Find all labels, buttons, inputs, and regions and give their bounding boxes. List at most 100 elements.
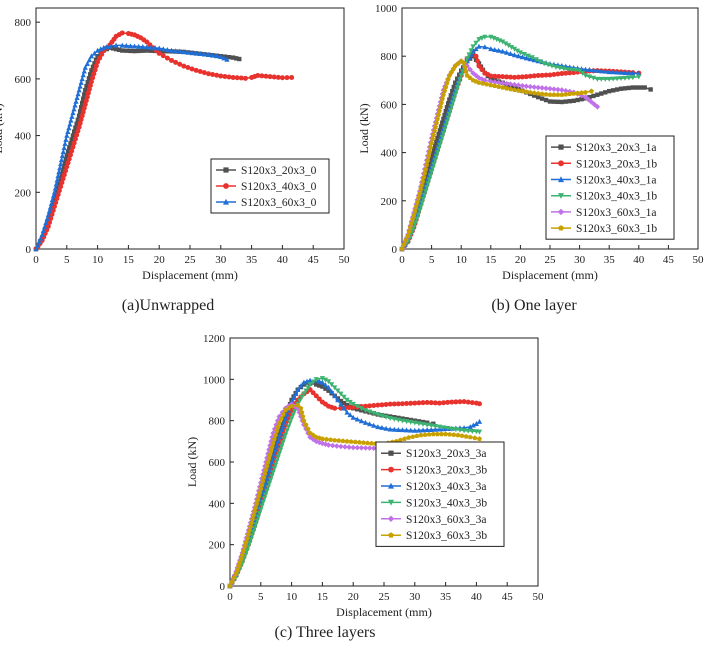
data-point xyxy=(414,433,420,439)
data-point xyxy=(369,440,375,446)
data-point xyxy=(256,484,263,490)
chart-unwrapped: 0 5 10 15 20 25 30 35 40 45 50 0 200 400 600 800 Displac… xyxy=(0,7,350,282)
data-point xyxy=(416,421,422,427)
data-point xyxy=(565,67,571,73)
data-point xyxy=(439,134,445,140)
data-point xyxy=(480,80,486,86)
data-point xyxy=(421,174,427,180)
data-point xyxy=(436,146,442,152)
data-point xyxy=(527,73,533,79)
x-axis-label: Displacement (mm) xyxy=(336,605,432,619)
chart-panel-one-layer: 0 5 10 15 20 25 30 35 40 45 50 0 200 400 600 800 1000 Dis… xyxy=(354,0,708,322)
data-point xyxy=(342,444,348,450)
data-point xyxy=(387,426,393,432)
data-point xyxy=(68,141,73,146)
data-point xyxy=(476,37,482,43)
y-tick-label: 200 xyxy=(209,540,226,552)
data-point xyxy=(453,399,459,405)
data-point xyxy=(383,425,389,431)
data-point xyxy=(71,129,77,134)
data-point xyxy=(418,204,424,210)
data-point xyxy=(258,479,264,486)
data-point xyxy=(488,46,494,52)
y-tick-label: 200 xyxy=(15,187,32,199)
series-S120x3_40x3_3b xyxy=(227,376,483,589)
data-point xyxy=(445,399,451,405)
data-point xyxy=(53,181,59,187)
x-tick-label: 40 xyxy=(277,254,289,266)
data-point xyxy=(67,145,72,150)
data-point xyxy=(255,497,261,503)
data-point xyxy=(310,379,316,385)
data-point xyxy=(402,436,408,441)
data-point xyxy=(255,514,261,520)
data-point xyxy=(465,399,471,405)
data-point xyxy=(268,477,274,483)
data-point xyxy=(428,400,434,406)
data-point xyxy=(268,448,274,454)
data-point xyxy=(299,409,305,415)
x-tick-label: 5 xyxy=(258,591,264,603)
data-point xyxy=(245,544,252,550)
data-point xyxy=(408,427,414,433)
legend-label: S120x3_40x3_3b xyxy=(406,497,487,509)
data-point xyxy=(285,424,292,430)
data-point xyxy=(316,378,322,384)
data-point xyxy=(51,189,58,195)
data-point xyxy=(614,69,620,75)
data-point xyxy=(124,48,129,53)
data-point xyxy=(460,69,466,75)
data-point xyxy=(322,382,329,388)
data-point xyxy=(451,432,457,437)
data-point xyxy=(410,216,416,222)
y-tick-label: 800 xyxy=(15,17,32,29)
x-tick-label: 35 xyxy=(246,254,258,266)
data-point xyxy=(441,400,447,406)
data-point xyxy=(164,55,170,61)
data-point xyxy=(531,57,537,63)
data-point xyxy=(55,173,61,179)
data-point xyxy=(607,88,612,94)
data-point xyxy=(79,113,85,119)
data-point xyxy=(70,133,76,138)
data-point xyxy=(422,170,428,176)
data-point xyxy=(370,445,377,452)
data-point xyxy=(433,154,439,160)
x-tick-label: 25 xyxy=(379,591,391,603)
data-point xyxy=(344,438,350,444)
data-point xyxy=(445,115,451,121)
data-point xyxy=(64,153,69,158)
y-axis-label: Load (kN) xyxy=(357,103,371,153)
data-point xyxy=(447,431,453,437)
data-point xyxy=(571,98,576,103)
x-tick-label: 25 xyxy=(185,254,197,266)
data-point xyxy=(461,60,467,66)
data-point xyxy=(234,75,240,81)
data-point xyxy=(295,386,301,392)
data-point xyxy=(420,400,426,406)
data-point xyxy=(436,424,443,430)
data-point xyxy=(466,52,472,58)
data-point xyxy=(422,432,428,437)
data-point xyxy=(523,89,529,94)
data-point xyxy=(424,399,430,405)
data-point xyxy=(449,104,455,110)
y-tick-label: 0 xyxy=(220,581,226,593)
data-point xyxy=(434,120,440,125)
data-point xyxy=(504,85,510,91)
data-point xyxy=(642,85,647,90)
data-point xyxy=(120,48,125,53)
data-point xyxy=(56,169,62,175)
y-tick-label: 800 xyxy=(209,416,226,428)
data-point xyxy=(55,192,61,198)
data-point xyxy=(231,575,237,580)
data-point xyxy=(614,76,620,82)
legend-marker xyxy=(223,167,229,173)
data-point xyxy=(252,525,258,531)
data-point xyxy=(366,445,373,451)
data-point xyxy=(75,128,81,134)
data-point xyxy=(610,69,616,75)
data-point xyxy=(403,427,410,433)
data-point xyxy=(578,92,585,99)
data-point xyxy=(82,64,88,70)
